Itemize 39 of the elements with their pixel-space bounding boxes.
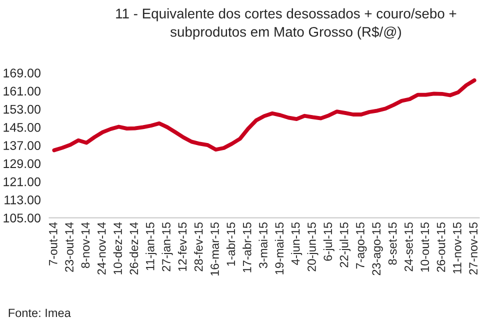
x-tick-label: 10-dez-14 bbox=[113, 222, 122, 274]
x-tick-label: 11-nov-15 bbox=[453, 222, 462, 274]
x-tick-label: 26-out-15 bbox=[436, 222, 446, 272]
y-tick-label: 129.00 bbox=[4, 159, 40, 168]
x-tick-label: 3-mai-15 bbox=[258, 222, 268, 268]
x-tick-label: 6-jul-15 bbox=[323, 222, 334, 261]
x-tick-label: 8-nov-14 bbox=[81, 222, 90, 268]
x-tick-label: 23-out-14 bbox=[65, 222, 74, 272]
x-tick-label: 23-ago-15 bbox=[372, 222, 383, 276]
y-tick-label: 169.00 bbox=[4, 68, 40, 78]
y-tick-label: 105.00 bbox=[4, 214, 40, 222]
x-tick-label: 4-jun-15 bbox=[291, 222, 302, 266]
x-tick-label: 27-jan-15 bbox=[162, 222, 173, 272]
line-series bbox=[52, 78, 476, 152]
x-tick-label: 17-abr-15 bbox=[242, 222, 252, 272]
x-tick-label: 1-abr-15 bbox=[226, 222, 236, 266]
x-tick-label: 28-fev-15 bbox=[194, 222, 203, 272]
y-tick-label: 113.00 bbox=[4, 195, 40, 204]
x-tick-label: 10-out-15 bbox=[420, 222, 430, 272]
y-tick-label: 137.00 bbox=[4, 141, 40, 150]
source-note: Fonte: Imea bbox=[8, 308, 71, 318]
x-tick-label: 26-dez-14 bbox=[129, 222, 138, 275]
x-tick-label: 7-ago-15 bbox=[356, 222, 367, 269]
x-tick-label: 27-nov-15 bbox=[469, 222, 478, 275]
x-tick-label: 12-fev-15 bbox=[178, 222, 187, 271]
x-tick-label: 8-set-15 bbox=[388, 222, 397, 265]
x-tick-label: 24-nov-14 bbox=[97, 222, 106, 275]
x-tick-label: 22-jul-15 bbox=[340, 222, 351, 268]
x-tick-label: 7-out-14 bbox=[49, 222, 58, 266]
x-tick-label: 11-jan-15 bbox=[146, 222, 157, 270]
x-tick-label: 16-mar-15 bbox=[210, 222, 219, 276]
y-tick-label: 153.00 bbox=[4, 104, 40, 114]
x-tick-label: 24-set-15 bbox=[404, 222, 413, 272]
y-tick-label: 145.00 bbox=[4, 122, 40, 132]
chart-title: 11 - Equivalente dos cortes desossados + couro/sebo + subprodutos em Mato Grosso (R$/@) bbox=[116, 8, 456, 40]
x-tick-label: 20-jun-15 bbox=[307, 222, 318, 272]
y-tick-label: 121.00 bbox=[4, 177, 40, 186]
x-tick-label: 19-mai-15 bbox=[274, 222, 284, 274]
y-tick-label: 161.00 bbox=[4, 86, 40, 96]
